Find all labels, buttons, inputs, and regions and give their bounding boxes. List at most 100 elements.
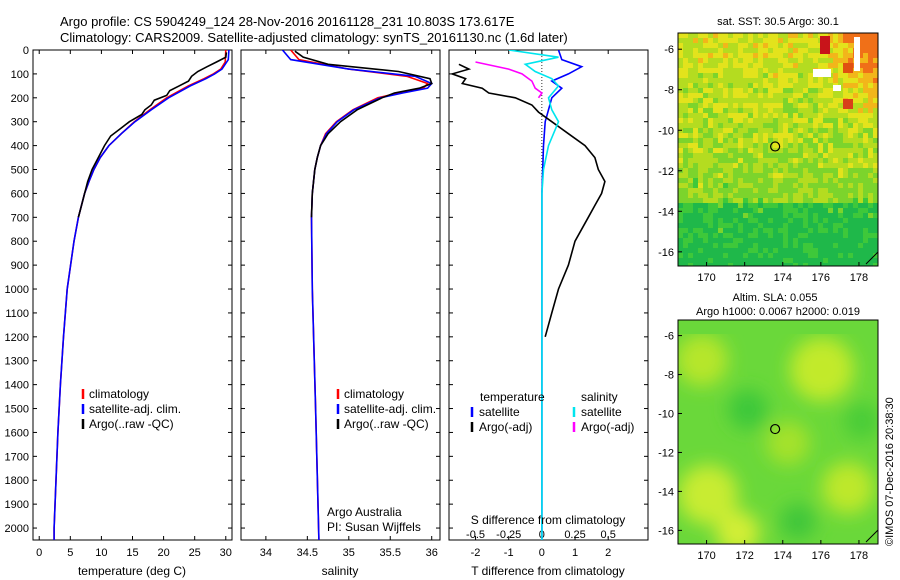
sst-cell xyxy=(818,123,823,128)
sst-cell xyxy=(693,83,698,88)
sst-cell xyxy=(708,173,713,178)
sst-cell xyxy=(723,198,728,203)
sst-cell xyxy=(753,133,758,138)
sst-cell xyxy=(778,208,783,213)
legend-label: Argo(-adj) xyxy=(581,420,634,434)
sst-cell xyxy=(743,113,748,118)
sst-cell xyxy=(773,258,778,263)
sst-cell xyxy=(803,78,808,83)
sst-cell xyxy=(863,63,868,68)
sst-cell xyxy=(753,123,758,128)
sst-cell xyxy=(868,188,873,193)
sst-cell xyxy=(758,153,763,158)
sst-cell xyxy=(793,243,798,248)
sst-cell xyxy=(808,93,813,98)
sst-cell xyxy=(728,133,733,138)
sst-cell xyxy=(823,168,828,173)
sst-cell xyxy=(698,218,703,223)
sst-cell xyxy=(683,208,688,213)
sst-cell xyxy=(693,143,698,148)
sst-cell xyxy=(808,43,813,48)
sst-cell xyxy=(688,193,693,198)
sst-cell xyxy=(803,168,808,173)
sst-cell xyxy=(858,208,863,213)
sst-cell xyxy=(818,188,823,193)
y-tick-label: 1900 xyxy=(5,499,29,511)
sst-cell xyxy=(748,148,753,153)
sst-cell xyxy=(823,198,828,203)
sst-cell xyxy=(823,103,828,108)
sst-cell xyxy=(733,193,738,198)
sst-cell xyxy=(718,38,723,43)
x-tick-label: 178 xyxy=(850,550,868,562)
sst-cell xyxy=(728,188,733,193)
sst-cell xyxy=(793,198,798,203)
sst-cell xyxy=(798,43,803,48)
sst-cell xyxy=(688,78,693,83)
sst-cell xyxy=(698,178,703,183)
sst-cell xyxy=(728,168,733,173)
sst-cell xyxy=(793,253,798,258)
sst-cell xyxy=(828,63,833,68)
sst-cell xyxy=(833,178,838,183)
sst-cell xyxy=(688,233,693,238)
sst-cell xyxy=(723,108,728,113)
sst-cell xyxy=(828,233,833,238)
sst-cell xyxy=(798,208,803,213)
sst-cell xyxy=(823,138,828,143)
sst-cell xyxy=(683,113,688,118)
sst-cell xyxy=(683,188,688,193)
sst-cell xyxy=(678,118,683,123)
sst-cell xyxy=(818,148,823,153)
y-tick-label: -16 xyxy=(658,525,674,537)
sst-cell xyxy=(848,133,853,138)
sst-cell xyxy=(853,213,858,218)
sst-cell xyxy=(818,228,823,233)
sst-cell xyxy=(873,108,878,113)
sst-cell xyxy=(858,63,863,68)
sst-cell xyxy=(768,138,773,143)
sst-cell xyxy=(803,123,808,128)
sst-cell xyxy=(778,198,783,203)
sst-cell xyxy=(703,38,708,43)
sst-cell xyxy=(743,53,748,58)
sst-cell xyxy=(688,173,693,178)
figure-title-line1: Argo profile: CS 5904249_124 28-Nov-2016… xyxy=(60,14,515,29)
sst-cell xyxy=(768,163,773,168)
sst-cell xyxy=(718,58,723,63)
x-tick-label: 176 xyxy=(812,550,830,562)
sst-cell xyxy=(793,263,798,266)
sst-cell xyxy=(868,218,873,223)
sst-cell xyxy=(863,208,868,213)
sst-cell xyxy=(713,53,718,58)
sst-cell xyxy=(803,133,808,138)
sst-cell xyxy=(773,218,778,223)
sst-cell xyxy=(823,208,828,213)
sst-cell xyxy=(833,193,838,198)
sst-cell xyxy=(838,163,843,168)
sst-cell xyxy=(828,118,833,123)
y-tick-label: 900 xyxy=(11,260,29,272)
sst-cell xyxy=(873,163,878,168)
sst-cell xyxy=(748,193,753,198)
sst-cell xyxy=(868,243,873,248)
sst-cell xyxy=(788,238,793,243)
sst-cell xyxy=(843,203,848,208)
sst-cell xyxy=(748,153,753,158)
sst-cell xyxy=(848,123,853,128)
sst-cell xyxy=(873,133,878,138)
sst-cell xyxy=(688,143,693,148)
sst-cell xyxy=(678,108,683,113)
sst-cell xyxy=(723,78,728,83)
sst-cell xyxy=(703,153,708,158)
sst-cell xyxy=(708,218,713,223)
sst-cell xyxy=(863,238,868,243)
sst-cell xyxy=(808,263,813,266)
sst-cell xyxy=(738,238,743,243)
sst-cell xyxy=(808,38,813,43)
sst-cell xyxy=(863,148,868,153)
sst-cell xyxy=(813,83,818,88)
sst-cell xyxy=(688,238,693,243)
sst-cell xyxy=(738,38,743,43)
sst-cell xyxy=(813,123,818,128)
